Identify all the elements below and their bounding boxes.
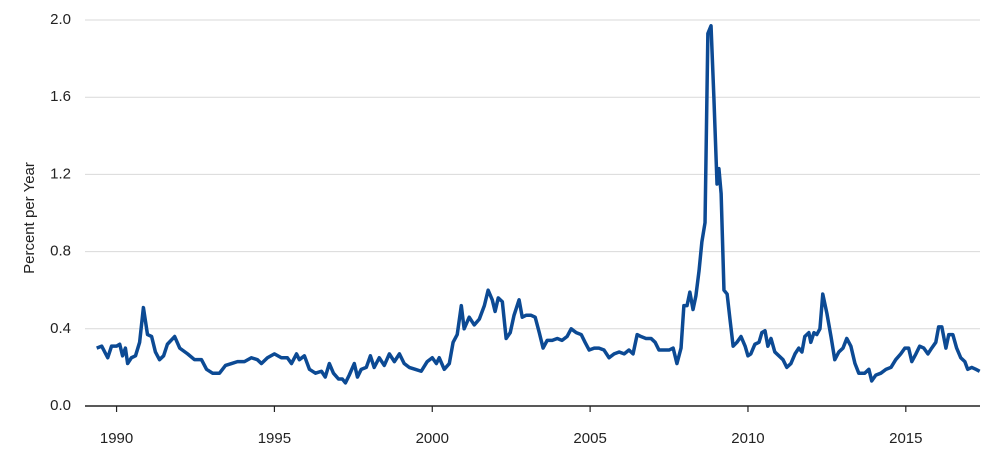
- data-line: [96, 24, 981, 385]
- x-tick-label: 2000: [416, 430, 449, 447]
- x-tick-label: 2015: [889, 430, 922, 447]
- y-tick-label: 0.8: [50, 243, 71, 260]
- y-tick-label: 0.0: [50, 397, 71, 414]
- y-tick-label: 0.4: [50, 320, 71, 337]
- y-axis-label: Percent per Year: [21, 162, 38, 274]
- x-tick-label: 1995: [258, 430, 291, 447]
- y-tick-label: 1.2: [50, 165, 71, 182]
- y-tick-label: 1.6: [50, 88, 71, 105]
- y-tick-label: 2.0: [50, 11, 71, 28]
- x-tick-label: 2010: [731, 430, 764, 447]
- x-tick-label: 1990: [100, 430, 133, 447]
- x-tick-label: 2005: [573, 430, 606, 447]
